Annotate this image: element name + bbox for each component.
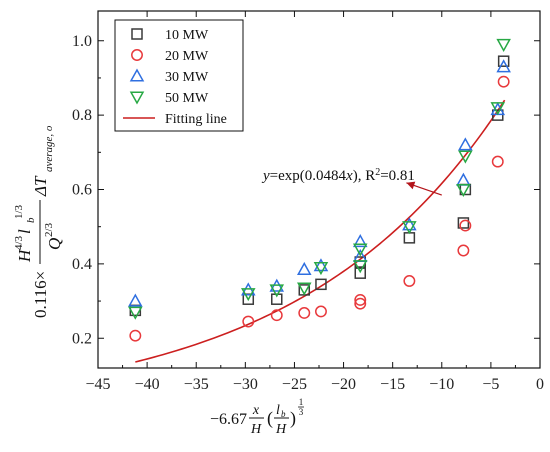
data-point: [354, 293, 367, 306]
legend-label: 10 MW: [165, 28, 209, 43]
y-tick-label: 0.8: [72, 107, 92, 124]
data-point: [313, 258, 329, 272]
data-point: [315, 278, 327, 291]
fit-equation: y=exp(0.0484x), R2=0.81: [261, 167, 415, 185]
data-point: [402, 217, 417, 231]
data-point: [296, 282, 312, 296]
fitting-line: [135, 99, 506, 363]
y-tick-label: 1.0: [72, 33, 92, 50]
data-point: [241, 288, 256, 302]
data-point: [403, 232, 416, 244]
y-label-delta-sub: average, o: [43, 125, 55, 172]
y-label-num-l: l: [15, 229, 34, 234]
series-50-mw: [128, 38, 511, 320]
x-axis-label: −6.67 x H ( l b H ) 1 3: [210, 397, 304, 437]
data-point: [313, 262, 329, 276]
x-tick-label: −10: [429, 376, 454, 393]
data-point: [269, 284, 285, 298]
series-20-mw: [129, 75, 510, 342]
legend-label: 50 MW: [165, 91, 209, 106]
data-point: [458, 150, 473, 164]
x-tick-label: −20: [331, 376, 356, 393]
x-tick-label: −5: [482, 376, 499, 393]
data-point: [352, 243, 368, 257]
data-point: [128, 293, 143, 307]
axes: −45 −40 −35 −30 −25 −20 −15 −10 −5 0 0.2 0.4 0.6 0.8 1…: [72, 10, 544, 393]
x-tick-label: −25: [282, 376, 307, 393]
y-tick-label: 0.2: [72, 330, 92, 347]
fit-annotation: y=exp(0.0484x), R2=0.81: [261, 167, 442, 196]
y-label-num-h: H: [15, 248, 34, 263]
data-point: [354, 267, 367, 279]
y-label-den-q: Q: [45, 238, 64, 250]
data-point: [352, 234, 368, 248]
data-point: [128, 306, 143, 320]
data-point: [497, 55, 510, 67]
y-label-num-sup2: 1/3: [13, 204, 25, 219]
x-label-frac2-num: l: [276, 403, 280, 418]
legend-label: 20 MW: [165, 49, 209, 64]
data-point: [491, 155, 504, 168]
annotation-arrow-head: [406, 181, 416, 190]
x-tick-label: −35: [184, 376, 209, 393]
legend-label: 30 MW: [165, 70, 209, 85]
data-point: [403, 275, 416, 287]
y-label-coef: 0.116×: [31, 271, 50, 318]
data-point: [458, 137, 473, 151]
fitting-line-layer: [135, 99, 506, 363]
legend-label: Fitting line: [165, 112, 227, 127]
data-points-layer: [128, 38, 511, 342]
x-tick-label: 0: [536, 376, 544, 393]
x-tick-label: −15: [380, 376, 405, 393]
x-label-frac2-den: H: [275, 422, 287, 437]
x-tick-label: −30: [233, 376, 258, 393]
x-label-paren-open: (: [267, 408, 273, 429]
x-label-frac1-den: H: [250, 422, 262, 437]
y-tick-label: 0.6: [72, 182, 92, 199]
data-point: [457, 244, 470, 257]
data-point: [456, 183, 471, 198]
x-label-frac1-num: x: [252, 403, 260, 418]
x-tick-label: −45: [85, 376, 110, 393]
y-label-num-sup1: 4/3: [13, 235, 25, 250]
legend-marker: [131, 28, 143, 40]
y-axis-label: 0.116× H 4/3 l b 1/3 Q 2/3 ΔT average, o: [13, 125, 64, 318]
data-point: [270, 309, 283, 322]
legend: 10 MW 20 MW 30 MW 50 MW Fitting line: [114, 19, 244, 132]
data-point: [298, 307, 311, 319]
x-label-frac2-num-sub: b: [281, 409, 286, 419]
data-point: [352, 260, 368, 274]
y-label-num-l-sub: b: [25, 217, 37, 223]
legend-marker: [129, 91, 145, 105]
legend-marker: [131, 49, 143, 61]
legend-marker: [129, 68, 145, 82]
data-point: [354, 297, 367, 310]
data-point: [402, 221, 417, 235]
data-point: [242, 315, 255, 328]
data-point: [296, 261, 312, 276]
x-label-exp-den: 3: [299, 407, 304, 417]
x-tick-label: −40: [135, 376, 160, 393]
data-point: [315, 305, 327, 318]
x-label-paren-close: ): [290, 408, 296, 429]
x-label-coef: −6.67: [210, 411, 247, 428]
data-point: [129, 329, 142, 342]
data-point: [490, 102, 506, 116]
data-point: [492, 109, 504, 121]
data-point: [456, 172, 471, 186]
x-label-exp-num: 1: [299, 397, 304, 407]
y-label-den-sup: 2/3: [43, 222, 55, 237]
data-point: [457, 217, 470, 229]
data-point: [496, 38, 511, 53]
data-point: [459, 219, 472, 232]
data-point: [497, 75, 510, 88]
data-point: [271, 293, 283, 305]
data-point: [496, 59, 511, 73]
y-tick-label: 0.4: [72, 256, 92, 273]
y-label-delta: ΔT: [31, 175, 50, 197]
